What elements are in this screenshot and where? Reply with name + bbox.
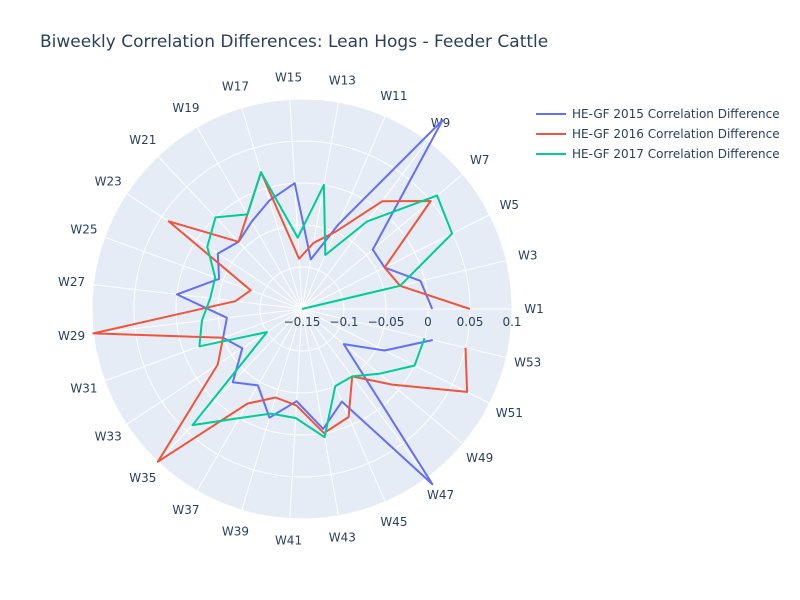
angular-tick-label: W47 [427, 488, 454, 502]
angular-tick-label: W41 [275, 534, 302, 548]
angular-gridline [301, 308, 507, 358]
angular-gridline [289, 99, 303, 310]
series-line-2 [191, 171, 454, 439]
angular-tick-label: W45 [380, 515, 407, 529]
angular-gridline [301, 115, 386, 310]
series-line-0 [175, 119, 444, 486]
radial-tick-labels: −0.15 −0.1 −0.05 0 0.05 0.1 [284, 315, 522, 329]
radial-gridline [217, 224, 387, 394]
angular-gridline [157, 155, 303, 310]
legend-label-2015: HE-GF 2015 Correlation Difference [572, 107, 780, 121]
angular-tick-label: W17 [222, 80, 249, 94]
angular-tick-label: W21 [129, 133, 156, 147]
radial-tick-label: 0.1 [502, 315, 521, 329]
angular-tick-label: W31 [70, 381, 97, 395]
legend-swatch-2017 [536, 153, 566, 155]
legend-label-2016: HE-GF 2016 Correlation Difference [572, 127, 780, 141]
radial-gridline [175, 182, 429, 436]
angular-tick-label: W23 [95, 175, 122, 189]
angular-gridline [301, 308, 490, 404]
angular-gridline [196, 126, 303, 310]
angular-tick-label: W37 [172, 503, 199, 517]
legend: HE-GF 2015 Correlation Difference HE-GF … [536, 104, 780, 164]
angular-tick-label: W35 [129, 471, 156, 485]
angular-tick-label: W25 [70, 223, 97, 237]
angular-tick-label: W43 [329, 530, 356, 544]
radial-tick-label: 0 [424, 315, 432, 329]
angular-tick-label: W19 [172, 101, 199, 115]
angular-tick-label: W27 [58, 275, 85, 289]
legend-label-2017: HE-GF 2017 Correlation Difference [572, 147, 780, 161]
angular-tick-label: W39 [222, 524, 249, 538]
series-line-1 [92, 171, 471, 463]
radial-tick-label: 0.05 [457, 315, 484, 329]
angular-tick-label: W15 [275, 70, 302, 84]
legend-swatch-2016 [536, 133, 566, 135]
angular-tick-label: W13 [329, 74, 356, 88]
angular-tick-label: W3 [518, 248, 538, 262]
angular-tick-label: W51 [496, 406, 523, 420]
series-lines [92, 119, 471, 486]
angular-tick-label: W1 [524, 302, 544, 316]
angular-tick-label: W49 [466, 451, 493, 465]
radial-gridline [91, 98, 513, 520]
angular-gridline [241, 107, 303, 310]
angular-gridline [301, 140, 428, 310]
angular-gridline [126, 193, 303, 310]
angular-tick-label: W7 [470, 153, 490, 167]
angular-gridline [301, 102, 339, 310]
angular-tick-label: W11 [380, 89, 407, 103]
angular-gridline [301, 214, 490, 310]
angular-gridline [301, 308, 428, 478]
angular-gridline [301, 308, 386, 503]
angular-tick-label: W5 [500, 198, 520, 212]
angular-tick-label: W53 [514, 356, 541, 370]
angular-gridline [93, 284, 303, 310]
angular-gridline [301, 308, 339, 516]
legend-item-2017[interactable]: HE-GF 2017 Correlation Difference [536, 144, 780, 164]
angular-gridline [241, 308, 303, 511]
angular-tick-label: W33 [95, 429, 122, 443]
angular-tick-label: W29 [58, 329, 85, 343]
legend-item-2015[interactable]: HE-GF 2015 Correlation Difference [536, 104, 780, 124]
angular-gridline [289, 308, 303, 519]
legend-item-2016[interactable]: HE-GF 2016 Correlation Difference [536, 124, 780, 144]
angular-gridline [157, 308, 303, 463]
radial-tick-label: −0.05 [368, 315, 405, 329]
radial-tick-label: −0.15 [284, 315, 321, 329]
angular-gridline [104, 236, 303, 310]
radial-gridline [259, 266, 345, 352]
radial-tick-label: −0.1 [329, 315, 358, 329]
angular-gridline [196, 308, 303, 492]
angular-grid [93, 99, 512, 519]
legend-swatch-2015 [536, 113, 566, 115]
angular-gridline [126, 308, 303, 425]
chart-title: Biweekly Correlation Differences: Lean H… [40, 32, 549, 52]
angular-gridline [301, 308, 464, 445]
angular-gridline [93, 308, 303, 334]
